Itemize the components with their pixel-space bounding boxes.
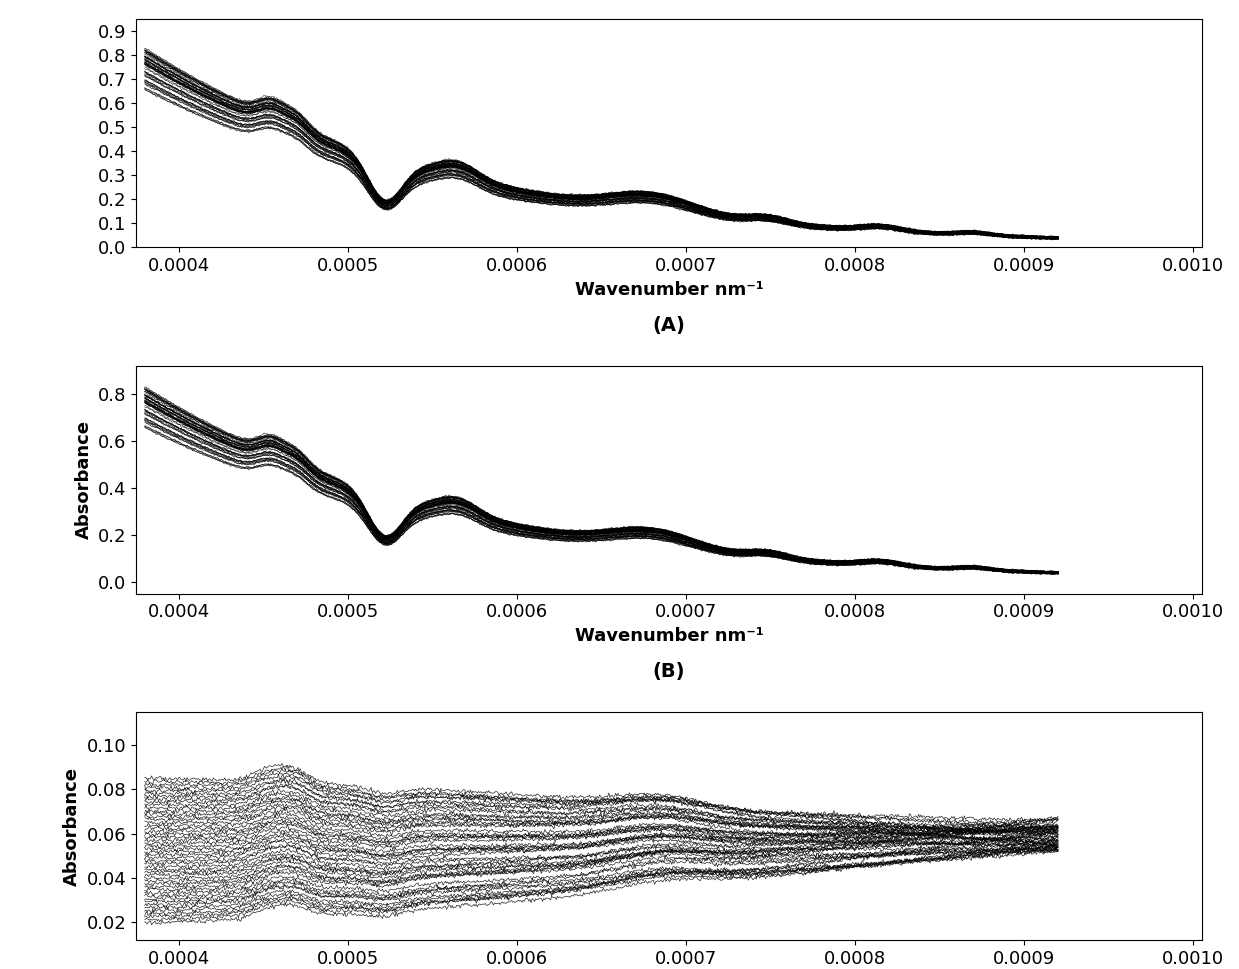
X-axis label: Wavenumber nm⁻¹: Wavenumber nm⁻¹ [575, 627, 763, 644]
Y-axis label: Absorbance: Absorbance [63, 766, 82, 886]
Text: (B): (B) [653, 662, 685, 681]
Y-axis label: Absorbance: Absorbance [74, 421, 93, 539]
Text: (A): (A) [653, 316, 685, 334]
X-axis label: Wavenumber nm⁻¹: Wavenumber nm⁻¹ [575, 280, 763, 298]
